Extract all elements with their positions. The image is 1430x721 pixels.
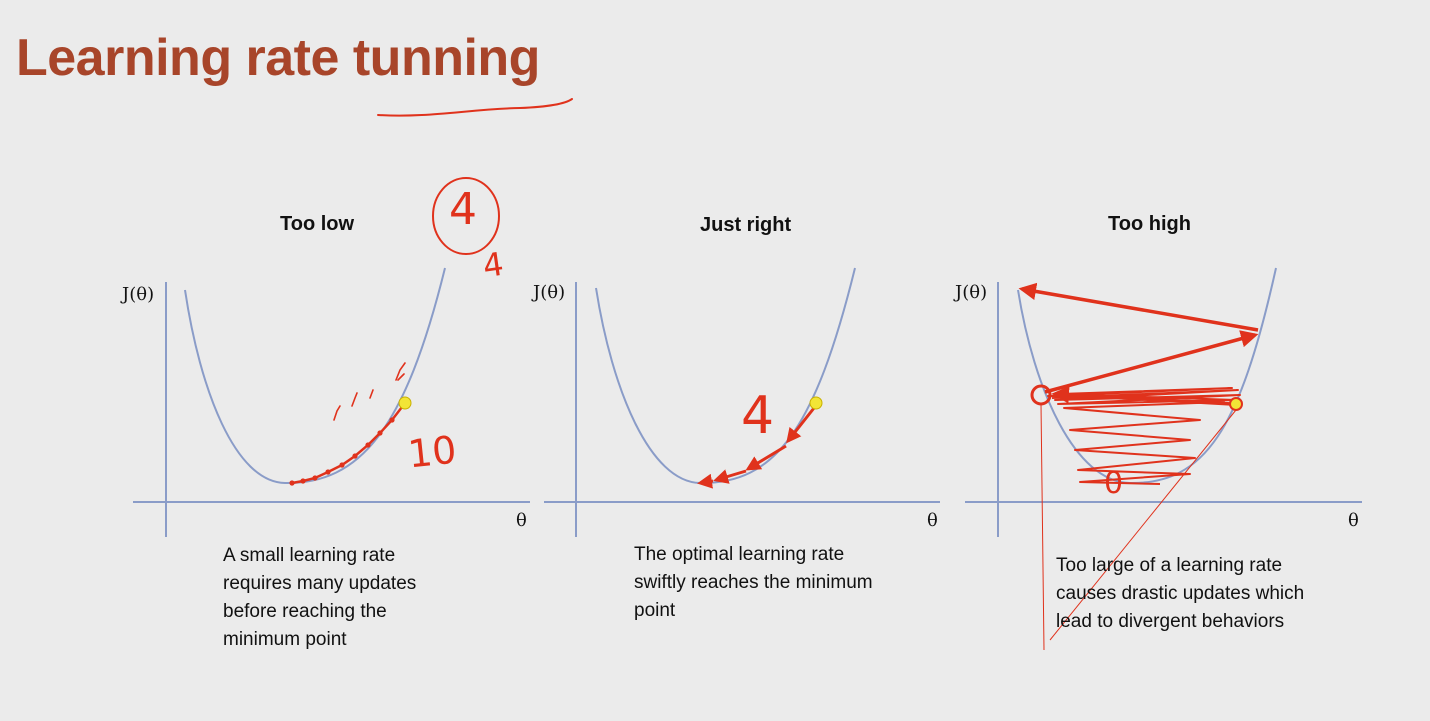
- too-high-count: 0: [1104, 466, 1124, 501]
- caption-too-high: Too large of a learning rate causes dras…: [1056, 555, 1305, 632]
- descent-steps-too-low: [291, 406, 403, 485]
- caption-too-low: A small learning rate requires many upda…: [223, 545, 417, 650]
- oscillation-scribble: [1047, 387, 1241, 485]
- panel-too-low: [133, 177, 530, 537]
- panel-just-right: [544, 267, 940, 537]
- x-axis-label-too-low: θ: [516, 510, 527, 531]
- pointer-line-1: [1040, 403, 1045, 651]
- descent-arrow-4: [697, 473, 714, 489]
- start-point-too-high: [1229, 397, 1243, 411]
- diverge-arrow-2: [1044, 330, 1259, 394]
- descent-step-dots-too-low: [289, 417, 395, 486]
- y-axis-label-too-high: J(θ): [955, 282, 988, 303]
- descent-arrow-1: [786, 407, 816, 444]
- start-point-too-low: [398, 396, 412, 410]
- x-axis-label-too-high: θ: [1348, 510, 1359, 531]
- slide-title: Learning rate tunning: [16, 29, 540, 87]
- circled-number: 4: [449, 184, 477, 235]
- panel-title-too-high: Too high: [1108, 213, 1191, 235]
- title-underline: [377, 98, 573, 117]
- diverge-arrow-3: [1018, 282, 1259, 332]
- start-point-just-right: [809, 396, 823, 410]
- circle-ink: [432, 177, 500, 255]
- just-right-count: 4: [741, 386, 775, 446]
- too-low-count: 10: [405, 427, 459, 477]
- y-axis-label-just-right: J(θ): [533, 282, 566, 303]
- caption-just-right: The optimal learning rate swiftly reache…: [634, 544, 873, 621]
- landing-circle-left: [1030, 384, 1052, 406]
- cost-curve-too-low: [184, 267, 446, 485]
- descent-arrow-2: [745, 444, 787, 471]
- cost-curve-just-right: [595, 267, 856, 485]
- panel-title-just-right: Just right: [700, 214, 792, 236]
- x-axis-label-just-right: θ: [927, 510, 938, 531]
- descent-arrow-3: [713, 469, 747, 484]
- tick-scribbles-too-low: [333, 362, 406, 421]
- pointer-line-2: [1049, 409, 1237, 641]
- panel-title-too-low: Too low: [280, 213, 355, 235]
- y-axis-label-too-low: J(θ): [122, 284, 155, 305]
- panel-too-high: [965, 267, 1362, 651]
- diverge-arrow-1: [1051, 386, 1233, 406]
- cost-curve-too-high: [1017, 267, 1277, 485]
